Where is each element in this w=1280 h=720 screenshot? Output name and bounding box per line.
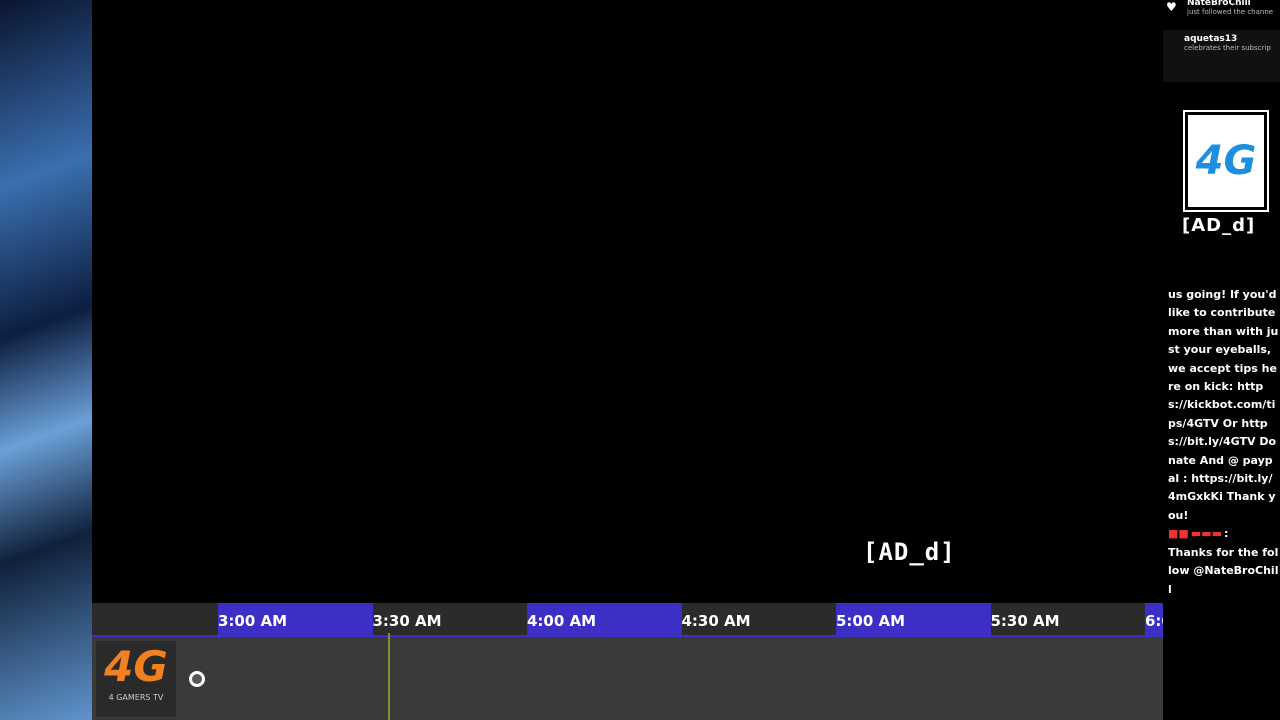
event: NateBroChill just followed the channe [1187, 0, 1273, 16]
badges: ■■ [1168, 527, 1189, 541]
side-panel: NateBroChill just followed the channe ♥ … [1163, 0, 1280, 720]
loading-icon [189, 671, 205, 687]
time-slot: 4:30 AM [681, 612, 751, 630]
event: aquetas13 celebrates their subscrip [1184, 34, 1271, 52]
chat-line: ■■ ▬▬▬: [1168, 527, 1229, 541]
time-slot: 5:00 AM [836, 603, 991, 635]
timeline: 3:00 AM 3:30 AM 4:00 AM 4:30 AM 5:00 AM 5:30 … [92, 603, 1163, 637]
heart-icon: ♥ [1166, 0, 1177, 14]
event-user: aquetas13 [1184, 34, 1238, 44]
separator: : [1223, 527, 1229, 541]
time-marker [388, 633, 390, 720]
event-user: NateBroChill [1187, 0, 1251, 8]
logo-name: [AD_d] [1182, 215, 1256, 236]
time-slot: 6:0 [1145, 603, 1163, 635]
time-slot: 3:00 AM [218, 603, 373, 635]
background-art [0, 0, 92, 720]
event-text: just followed the channe [1187, 8, 1274, 16]
time-slot: 4:00 AM [527, 603, 682, 635]
chat-reply: Thanks for the follow @NateBroChill [1168, 545, 1279, 596]
channel-logo: 4G 4 GAMERS TV [96, 641, 176, 717]
event-text: celebrates their subscrip [1184, 44, 1271, 52]
video-area [92, 0, 1163, 603]
chat-message: us going! If you'd like to contribute mo… [1168, 288, 1279, 522]
channel-mark: 4G [104, 642, 168, 691]
watermark: [AD_d] [863, 538, 956, 566]
time-slot: 5:30 AM [990, 612, 1060, 630]
logo-box: 4G [1183, 110, 1269, 212]
logo-mark: 4G [1195, 138, 1257, 184]
lower-bar: 4G 4 GAMERS TV [92, 633, 1163, 720]
event-box [1163, 30, 1280, 82]
time-slot: 3:30 AM [372, 612, 442, 630]
chat: us going! If you'd like to contribute mo… [1168, 286, 1280, 599]
channel-name: 4 GAMERS TV [108, 693, 164, 702]
